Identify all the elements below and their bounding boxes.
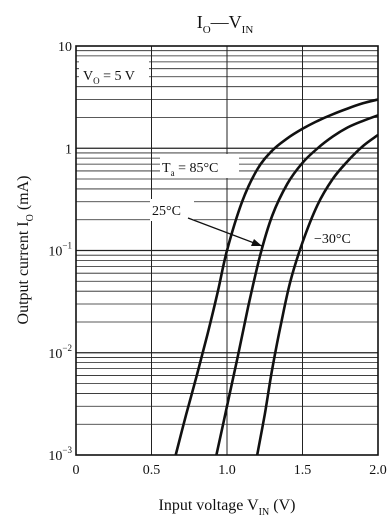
title-main: I — [197, 12, 203, 32]
annotation-25c: 25°C — [152, 204, 181, 219]
y-tick-label: 10−2 — [48, 343, 72, 362]
annotation-25-bg — [150, 199, 194, 221]
annotation-25c-arrowhead — [251, 239, 262, 246]
y-tick-label: 10−3 — [48, 445, 72, 464]
condition-text: V — [83, 69, 93, 84]
annotation-85c-sub: a — [171, 168, 175, 178]
x-tick-label: 1.0 — [218, 463, 236, 478]
y-axis-label-unit: (mA) — [15, 176, 32, 215]
title-dash: — — [210, 12, 230, 32]
title-main-sub: O — [203, 24, 211, 36]
y-axis-label: Output current IO (mA) — [15, 176, 36, 325]
curves — [174, 98, 379, 456]
condition-sub: O — [93, 76, 100, 86]
x-tick-label: 1.5 — [294, 463, 312, 478]
condition-box — [79, 60, 149, 86]
annotation-minus30c: −30°C — [314, 232, 351, 247]
curve-2 — [255, 133, 379, 456]
annotation-85-bg — [160, 154, 239, 178]
annotation-m30-bg — [312, 227, 362, 249]
y-tick-base: 10 — [48, 245, 62, 260]
y-tick-label: 10−1 — [48, 241, 72, 260]
y-tick-exp: −1 — [62, 241, 72, 251]
x-tick-label: 0 — [73, 463, 80, 478]
y-tick-exp: −2 — [62, 343, 72, 353]
title-second: V — [229, 12, 242, 32]
y-tick-base: 10 — [48, 449, 62, 464]
y-tick-label: 1 — [65, 142, 72, 157]
title-second-sub: IN — [242, 24, 254, 36]
y-tick-label: 10 — [58, 40, 72, 55]
curve-0 — [174, 98, 379, 456]
plot-frame — [75, 45, 379, 456]
x-axis-label-sub: IN — [259, 507, 270, 518]
condition-label: VO = 5 V — [83, 69, 135, 86]
x-tick-label: 2.0 — [369, 463, 387, 478]
x-tick-label: 0.5 — [143, 463, 161, 478]
y-tick-base: 10 — [48, 347, 62, 362]
chart-title: IO—VIN — [197, 12, 254, 36]
x-axis-label-unit: (V) — [269, 497, 295, 514]
y-tick-base: 1 — [65, 142, 72, 157]
y-tick-exp: −3 — [62, 445, 72, 455]
annotation-85c: Ta = 85°C — [162, 161, 218, 178]
annotation-85c-rest: = 85°C — [175, 161, 219, 176]
condition-rest: = 5 V — [100, 69, 135, 84]
x-axis-label: Input voltage VIN (V) — [159, 497, 296, 518]
curve-1 — [215, 114, 379, 456]
annotation-25c-arrow — [187, 217, 263, 247]
x-ticks: 0 0.5 1.0 1.5 2.0 — [73, 463, 387, 478]
y-axis-label-sub: O — [25, 214, 36, 221]
grid — [76, 46, 378, 455]
y-tick-base: 10 — [58, 40, 72, 55]
x-axis-label-text: Input voltage V — [159, 497, 260, 514]
y-axis-label-text: Output current I — [15, 221, 32, 324]
annotation-85c-text: T — [162, 161, 171, 176]
